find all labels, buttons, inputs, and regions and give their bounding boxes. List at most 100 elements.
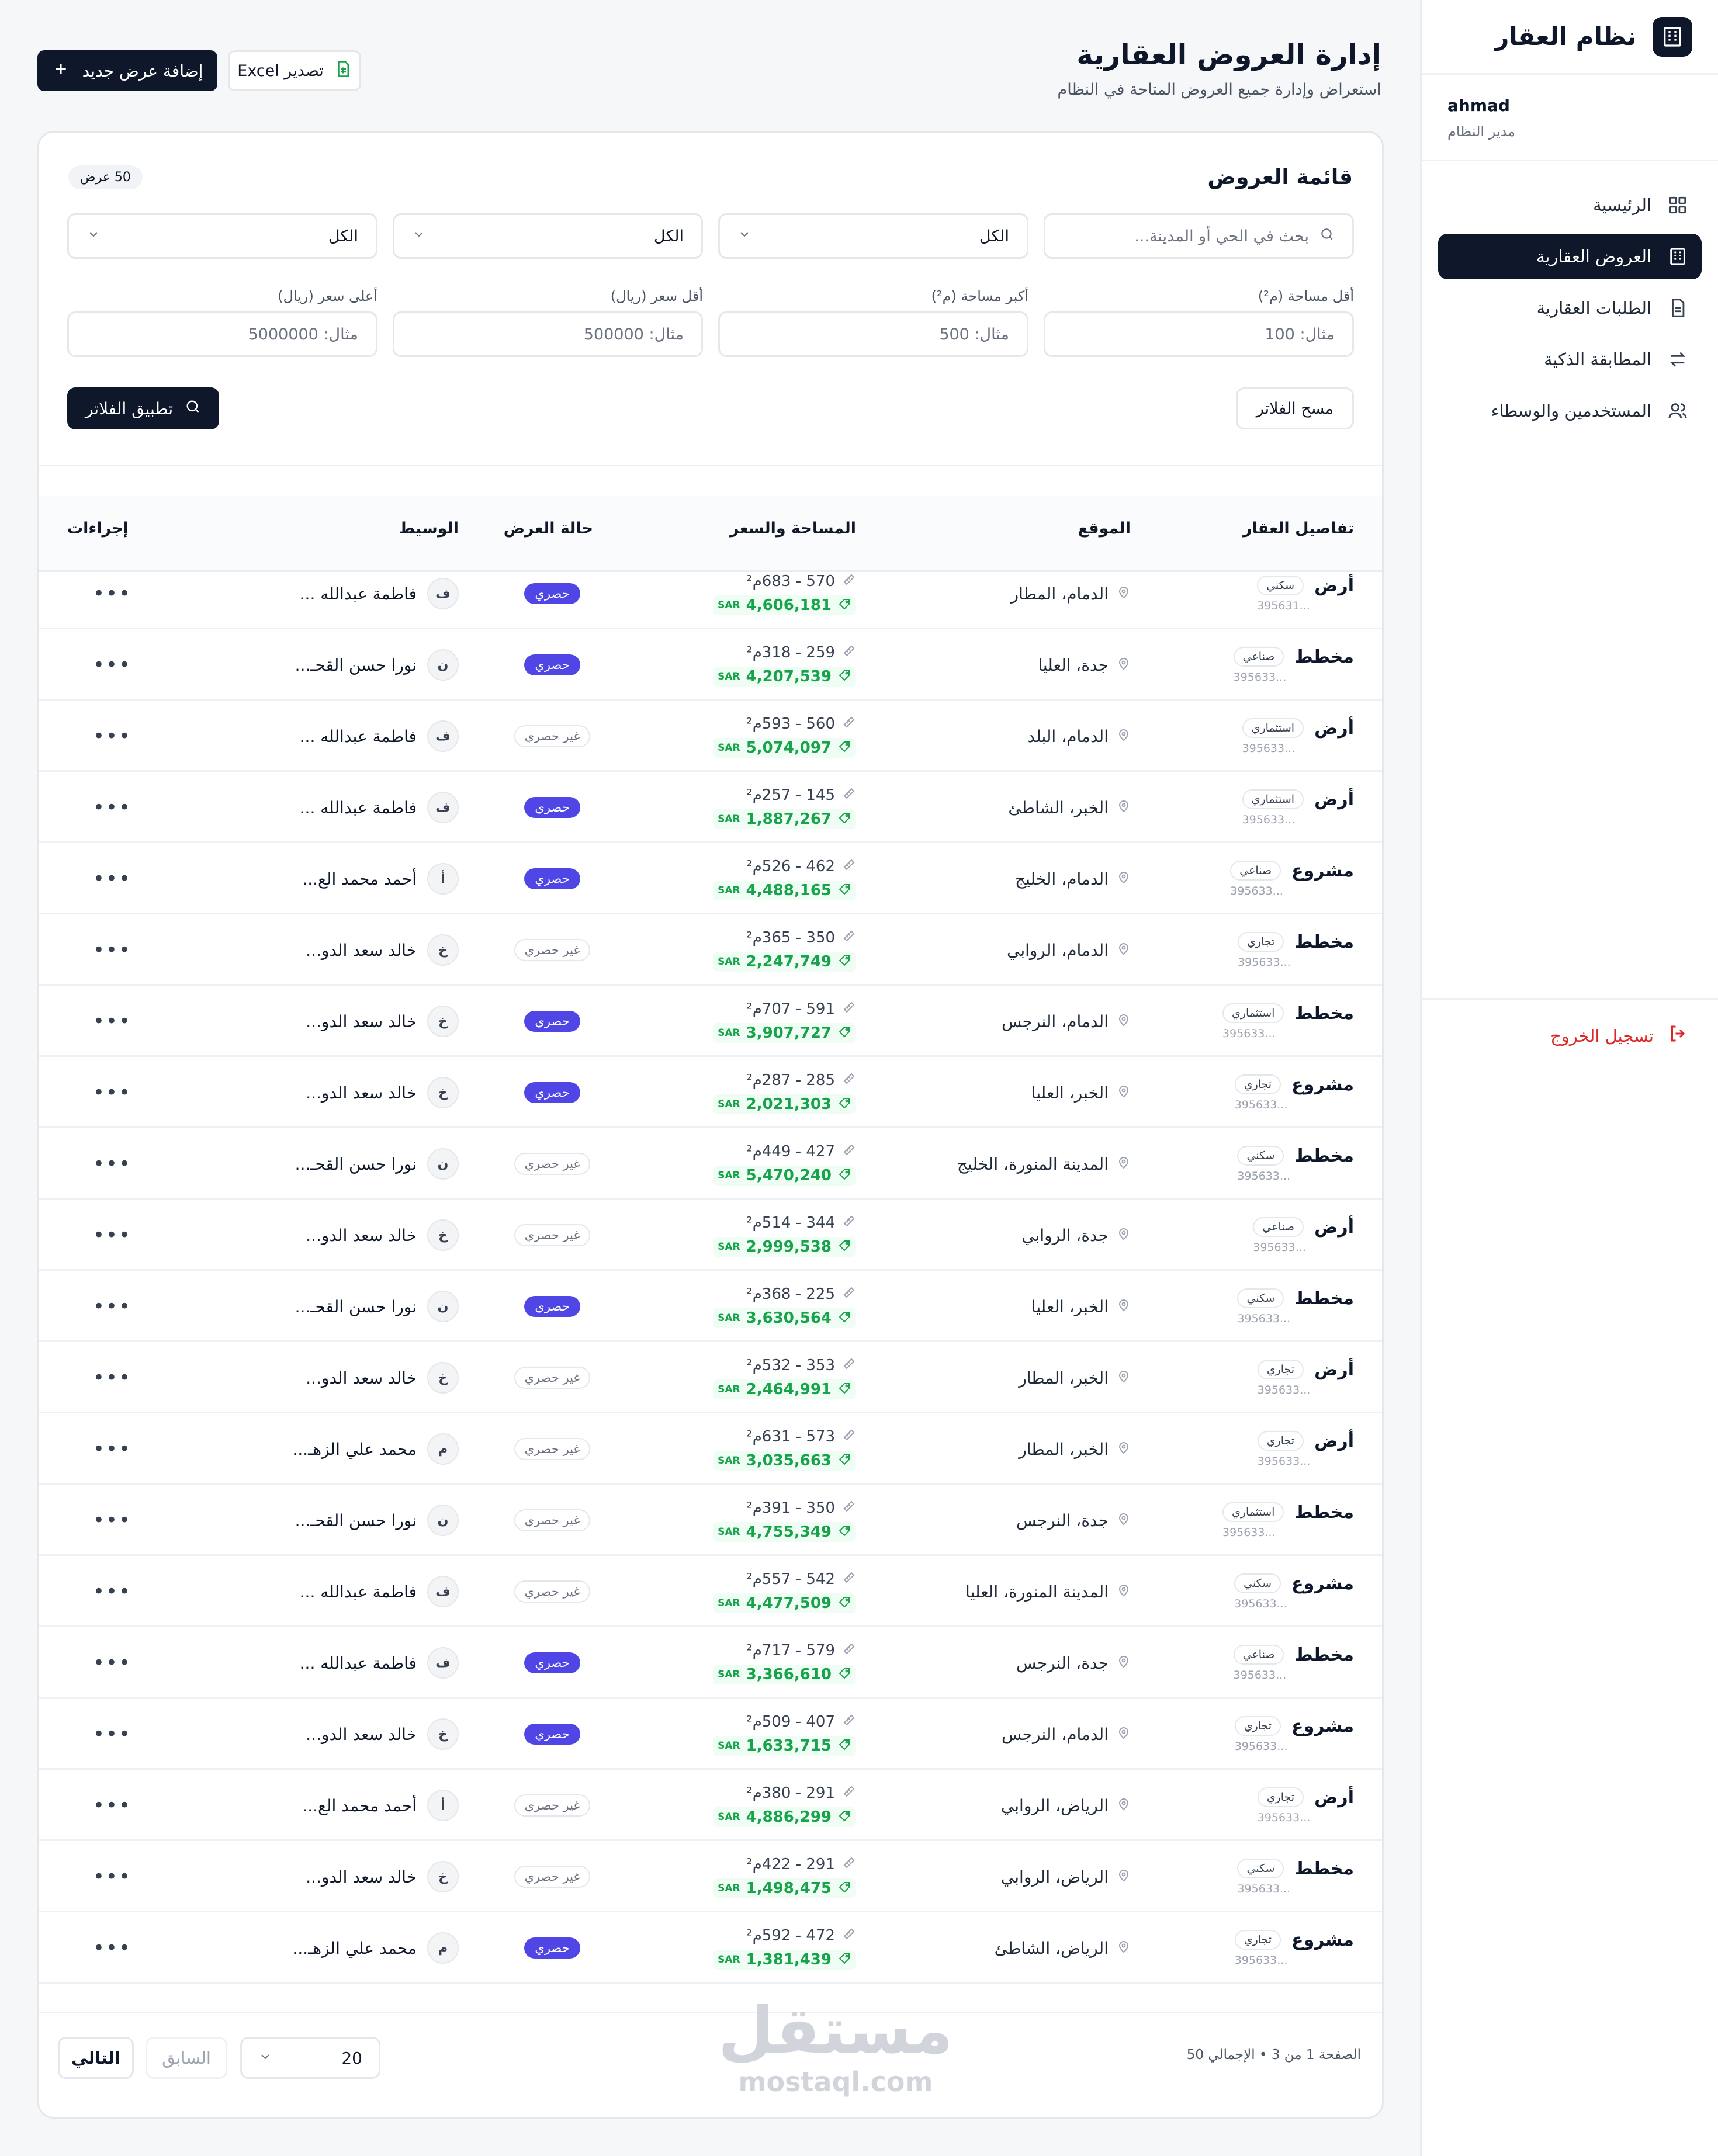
row-actions-menu-icon[interactable]: ••• <box>92 582 131 605</box>
max-area-input[interactable]: مثال: 500 <box>718 311 1028 357</box>
price-value: 4,488,165 <box>746 881 832 899</box>
logout-button[interactable]: تسجيل الخروج <box>1449 1023 1689 1048</box>
property-location: الدمام، البلد <box>1027 701 1131 772</box>
logout-label: تسجيل الخروج <box>1550 1025 1654 1046</box>
row-actions-menu-icon[interactable]: ••• <box>92 1865 131 1888</box>
currency-label: SAR <box>718 813 740 825</box>
filter-select-3[interactable]: الكل <box>67 213 377 259</box>
row-actions-menu-icon[interactable]: ••• <box>92 1366 131 1389</box>
price-value: 4,207,539 <box>746 667 832 685</box>
broker-name: محمد علي الزهـ... <box>292 1439 417 1459</box>
price-tag-icon <box>837 1738 851 1754</box>
broker-name: خالد سعد الدو... <box>306 940 417 960</box>
property-location: الخبر، الشاطئ <box>1008 772 1131 843</box>
row-actions-menu-icon[interactable]: ••• <box>92 1010 131 1033</box>
clear-filters-button[interactable]: مسح الفلاتر <box>1236 387 1354 429</box>
location-text: الدمام، المطار <box>1010 584 1109 604</box>
table-row[interactable]: مخطط سكني 395633... المدينة المنورة، الخليج… <box>39 1128 1382 1200</box>
table-row[interactable]: أرض استثماري 395633... الدمام، البلد 560 - 5… <box>39 701 1382 772</box>
status-badge: غير حصري <box>514 1367 591 1389</box>
price-tag-icon <box>837 1310 851 1326</box>
property-usage-tag: سكني <box>1237 1859 1284 1878</box>
prev-page-button[interactable]: السابق <box>146 2037 227 2079</box>
row-actions-menu-icon[interactable]: ••• <box>92 1651 131 1675</box>
row-actions-menu-icon[interactable]: ••• <box>92 1223 131 1247</box>
area-range: 472 - 592م² <box>746 1927 835 1944</box>
area-price: 570 - 683م² 4,606,181 SAR <box>713 558 856 629</box>
filter-select-1[interactable]: الكل <box>718 213 1028 259</box>
page-size-select[interactable]: 20 <box>240 2037 380 2079</box>
row-actions-menu-icon[interactable]: ••• <box>92 1936 131 1960</box>
location-text: الرياض، الروابي <box>1000 1795 1109 1815</box>
sidebar-item-users[interactable]: المستخدمين والوسطاء <box>1438 388 1702 434</box>
property-id: 395633... <box>1234 1953 1288 1967</box>
area-range: 407 - 509م² <box>746 1713 835 1731</box>
sidebar-item-home[interactable]: الرئيسية <box>1438 182 1702 228</box>
next-page-button[interactable]: التالي <box>58 2037 134 2079</box>
property-id: 395633... <box>1242 813 1296 826</box>
row-actions-menu-icon[interactable]: ••• <box>92 1722 131 1746</box>
table-row[interactable]: أرض تجاري 395633... الخبر، المطار 353 - 532م… <box>39 1342 1382 1413</box>
map-pin-icon <box>1117 1297 1131 1316</box>
max-price-input[interactable]: مثال: 5000000 <box>67 311 377 357</box>
table-row[interactable]: أرض تجاري 395633... الخبر، المطار 573 - 631م… <box>39 1413 1382 1485</box>
table-row[interactable]: مخطط صناعي 395633... جدة، العليا 259 - 318م²… <box>39 629 1382 701</box>
area-price: 579 - 717م² 3,366,610 SAR <box>713 1627 856 1699</box>
filter-select-2[interactable]: الكل <box>393 213 703 259</box>
export-excel-button[interactable]: تصدير Excel <box>228 50 361 91</box>
row-actions-menu-icon[interactable]: ••• <box>92 1794 131 1817</box>
sidebar-item-requests[interactable]: الطلبات العقارية <box>1438 285 1702 331</box>
table-row[interactable]: أرض تجاري 395633... الرياض، الروابي 291 - 38… <box>39 1770 1382 1841</box>
list-title: قائمة العروض <box>1207 165 1353 189</box>
row-actions-menu-icon[interactable]: ••• <box>92 725 131 748</box>
row-actions-menu-icon[interactable]: ••• <box>92 1580 131 1603</box>
map-pin-icon <box>1117 941 1131 960</box>
table-row[interactable]: مشروع تجاري 395633... الدمام، النرجس 407 - 5… <box>39 1699 1382 1770</box>
apply-filters-button[interactable]: تطبيق الفلاتر <box>67 387 219 429</box>
row-actions-menu-icon[interactable]: ••• <box>92 1295 131 1318</box>
row-actions-menu-icon[interactable]: ••• <box>92 1081 131 1104</box>
price-line: 1,887,267 SAR <box>713 809 856 829</box>
table-row[interactable]: أرض استثماري 395633... الخبر، الشاطئ 145 - 2… <box>39 772 1382 843</box>
sidebar-item-offers[interactable]: العروض العقارية <box>1438 234 1702 279</box>
location-text: الخبر، العليا <box>1031 1083 1109 1103</box>
table-row[interactable]: مخطط تجاري 395633... الدمام، الروابي 350 - 3… <box>39 914 1382 986</box>
broker-avatar: ن <box>427 649 459 681</box>
location-text: الدمام، الخليج <box>1015 869 1109 889</box>
row-actions-menu-icon[interactable]: ••• <box>92 653 131 677</box>
property-type: مخطط <box>1294 1145 1354 1166</box>
location-text: الخبر، المطار <box>1019 1368 1109 1388</box>
chevron-down-icon <box>412 227 426 245</box>
property-id: 395633... <box>1237 1169 1291 1183</box>
price-value: 2,464,991 <box>746 1380 832 1398</box>
row-actions-menu-icon[interactable]: ••• <box>92 1152 131 1176</box>
row-actions-menu-icon[interactable]: ••• <box>92 1509 131 1532</box>
status-badge: غير حصري <box>514 1509 591 1531</box>
table-row[interactable]: مشروع سكني 395633... المدينة المنورة، العلي… <box>39 1556 1382 1627</box>
row-actions-menu-icon[interactable]: ••• <box>92 1437 131 1461</box>
table-row[interactable]: مشروع صناعي 395633... الدمام، الخليج 462 - 5… <box>39 843 1382 914</box>
currency-label: SAR <box>718 1383 740 1395</box>
price-tag-icon <box>837 954 851 970</box>
table-row[interactable]: مشروع تجاري 395633... الرياض، الشاطئ 472 - 5… <box>39 1912 1382 1984</box>
min-area-input[interactable]: مثال: 100 <box>1044 311 1354 357</box>
table-row[interactable]: مخطط سكني 395633... الخبر، العليا 225 - 368م… <box>39 1271 1382 1342</box>
property-type: مشروع <box>1291 860 1354 881</box>
add-offer-button[interactable]: إضافة عرض جديد <box>37 50 217 91</box>
table-row[interactable]: مخطط صناعي 395633... جدة، النرجس 579 - 717م²… <box>39 1627 1382 1699</box>
min-price-input[interactable]: مثال: 500000 <box>393 311 703 357</box>
row-actions-menu-icon[interactable]: ••• <box>92 796 131 819</box>
table-row[interactable]: مخطط استثماري 395633... جدة، النرجس 350 - 39… <box>39 1485 1382 1556</box>
broker-avatar: خ <box>427 1362 459 1394</box>
search-input[interactable]: بحث في الحي أو المدينة... <box>1044 213 1354 259</box>
table-row[interactable]: مشروع تجاري 395633... الخبر، العليا 285 - 28… <box>39 1057 1382 1128</box>
table-row[interactable]: أرض صناعي 395633... جدة، الروابي 344 - 514م²… <box>39 1200 1382 1271</box>
area-range: 579 - 717م² <box>746 1642 835 1659</box>
table-row[interactable]: مخطط استثماري 395633... الدمام، النرجس 591 -… <box>39 986 1382 1057</box>
row-actions-menu-icon[interactable]: ••• <box>92 938 131 962</box>
sidebar-item-matching[interactable]: المطابقة الذكية <box>1438 337 1702 382</box>
table-row[interactable]: أرض سكني 395631... الدمام، المطار 570 - 683م… <box>39 558 1382 629</box>
property-id: 395633... <box>1257 1383 1311 1396</box>
row-actions-menu-icon[interactable]: ••• <box>92 867 131 890</box>
table-row[interactable]: مخطط سكني 395633... الرياض، الروابي 291 - 42… <box>39 1841 1382 1912</box>
